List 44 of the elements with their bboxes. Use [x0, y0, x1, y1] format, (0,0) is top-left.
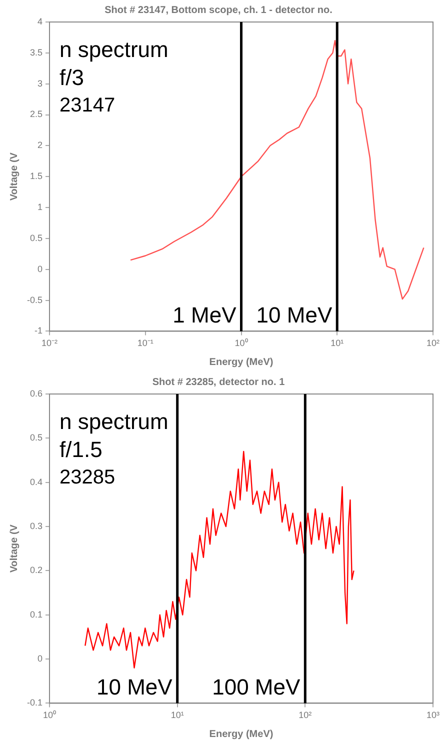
x-tick-label: 10¹: [170, 710, 184, 720]
x-axis-title: Energy (MeV): [209, 728, 274, 740]
chart-title: Shot # 23285, detector no. 1: [152, 376, 286, 388]
ref-line-label: 1 MeV: [172, 302, 237, 328]
y-tick-label: -0.5: [26, 294, 43, 305]
annotation: f/1.5: [60, 437, 102, 462]
y-tick-label: 1: [37, 202, 43, 212]
y-tick-label: 0.2: [30, 565, 43, 576]
x-axis-title: Energy (MeV): [209, 356, 274, 368]
x-tick-label: 10¹: [330, 338, 344, 348]
chart-title: Shot # 23147, Bottom scope, ch. 1 - detector no.: [104, 4, 333, 16]
y-tick-label: 0: [37, 654, 43, 664]
x-tick-label: 10⁰: [234, 338, 248, 348]
y-axis-title: Voltage (V: [8, 152, 20, 201]
y-axis-title: Voltage (V: [8, 524, 20, 573]
y-tick-label: 2.5: [30, 109, 43, 120]
annotation: 23147: [60, 94, 116, 117]
x-tick-label: 10²: [298, 710, 312, 720]
y-tick-label: 2: [37, 140, 43, 150]
y-tick-label: 0.3: [30, 521, 43, 531]
y-tick-label: -0.1: [26, 698, 43, 708]
x-tick-label: 10⁻²: [42, 338, 58, 348]
ref-line-label: 100 MeV: [212, 674, 300, 700]
annotation: f/3: [60, 65, 84, 90]
y-tick-label: 0.4: [30, 476, 43, 487]
y-tick-label: 3: [37, 78, 43, 88]
y-tick-label: 0.5: [30, 432, 43, 443]
y-tick-label: 0.6: [30, 388, 43, 398]
y-tick-label: 0: [37, 264, 43, 274]
annotation: n spectrum: [60, 37, 168, 62]
y-tick-label: -1: [34, 326, 43, 336]
y-tick-label: 1.5: [30, 171, 43, 182]
y-tick-label: 0.1: [30, 609, 43, 620]
y-tick-label: 4: [37, 16, 43, 26]
x-tick-label: 10²: [426, 338, 440, 348]
annotation: 23285: [60, 466, 116, 489]
ref-line-label: 10 MeV: [256, 302, 332, 328]
x-tick-label: 10³: [426, 710, 440, 720]
x-tick-label: 10⁰: [43, 710, 56, 720]
ref-line-label: 10 MeV: [96, 674, 173, 700]
y-tick-label: 3.5: [30, 47, 43, 58]
y-tick-label: 0.5: [30, 232, 43, 243]
x-tick-label: 10⁻¹: [137, 338, 154, 348]
annotation: n spectrum: [60, 409, 168, 434]
